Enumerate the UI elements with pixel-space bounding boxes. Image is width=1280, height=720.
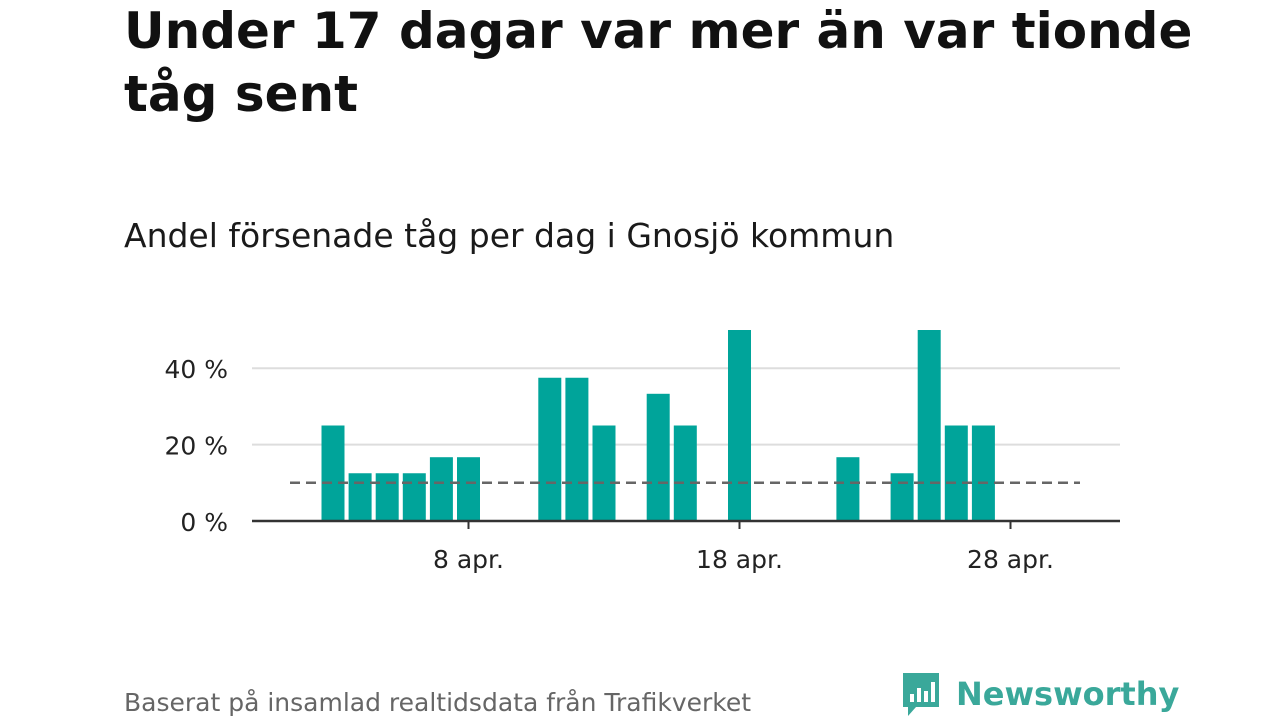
bar-apr-15: [646, 393, 670, 521]
x-tick-label: 18 apr.: [696, 545, 783, 574]
bar-apr-22: [836, 457, 860, 521]
headline: Under 17 dagar var mer än var tionde tåg…: [124, 2, 1193, 123]
bar-apr-25: [917, 330, 941, 521]
newsworthy-logo-icon: [903, 673, 939, 716]
bar-apr-8: [457, 457, 480, 521]
bar-apr-12: [565, 377, 589, 521]
bar-apr-11: [538, 377, 562, 521]
y-tick-label: 0 %: [180, 508, 228, 537]
bar-apr-26: [944, 425, 968, 521]
bar-apr-5: [375, 473, 399, 521]
y-tick-label: 20 %: [164, 432, 228, 461]
bar-apr-16: [673, 425, 697, 521]
bar-apr-24: [890, 473, 914, 521]
bar-layer: [321, 330, 995, 521]
bar-apr-4: [348, 473, 372, 521]
bar-apr-13: [592, 425, 616, 521]
source-note: Baserat på insamlad realtidsdata från Tr…: [124, 688, 752, 717]
x-tick-label: 8 apr.: [433, 545, 504, 574]
brand: Newsworthy: [900, 670, 1179, 718]
axis-layer: [252, 519, 1120, 529]
bar-apr-18: [728, 330, 751, 521]
bar-apr-3: [321, 425, 345, 521]
label-layer: 0 % 20 % 40 % 8 apr. 18 apr. 28 apr.: [164, 355, 1053, 574]
x-tick-label: 28 apr.: [967, 545, 1054, 574]
brand-name: Newsworthy: [956, 675, 1180, 713]
bar-apr-6: [402, 473, 426, 521]
chart-subtitle: Andel försenade tåg per dag i Gnosjö kom…: [124, 216, 895, 255]
bar-apr-27: [971, 425, 995, 521]
bar-apr-7: [429, 457, 453, 521]
y-tick-label: 40 %: [164, 355, 228, 384]
